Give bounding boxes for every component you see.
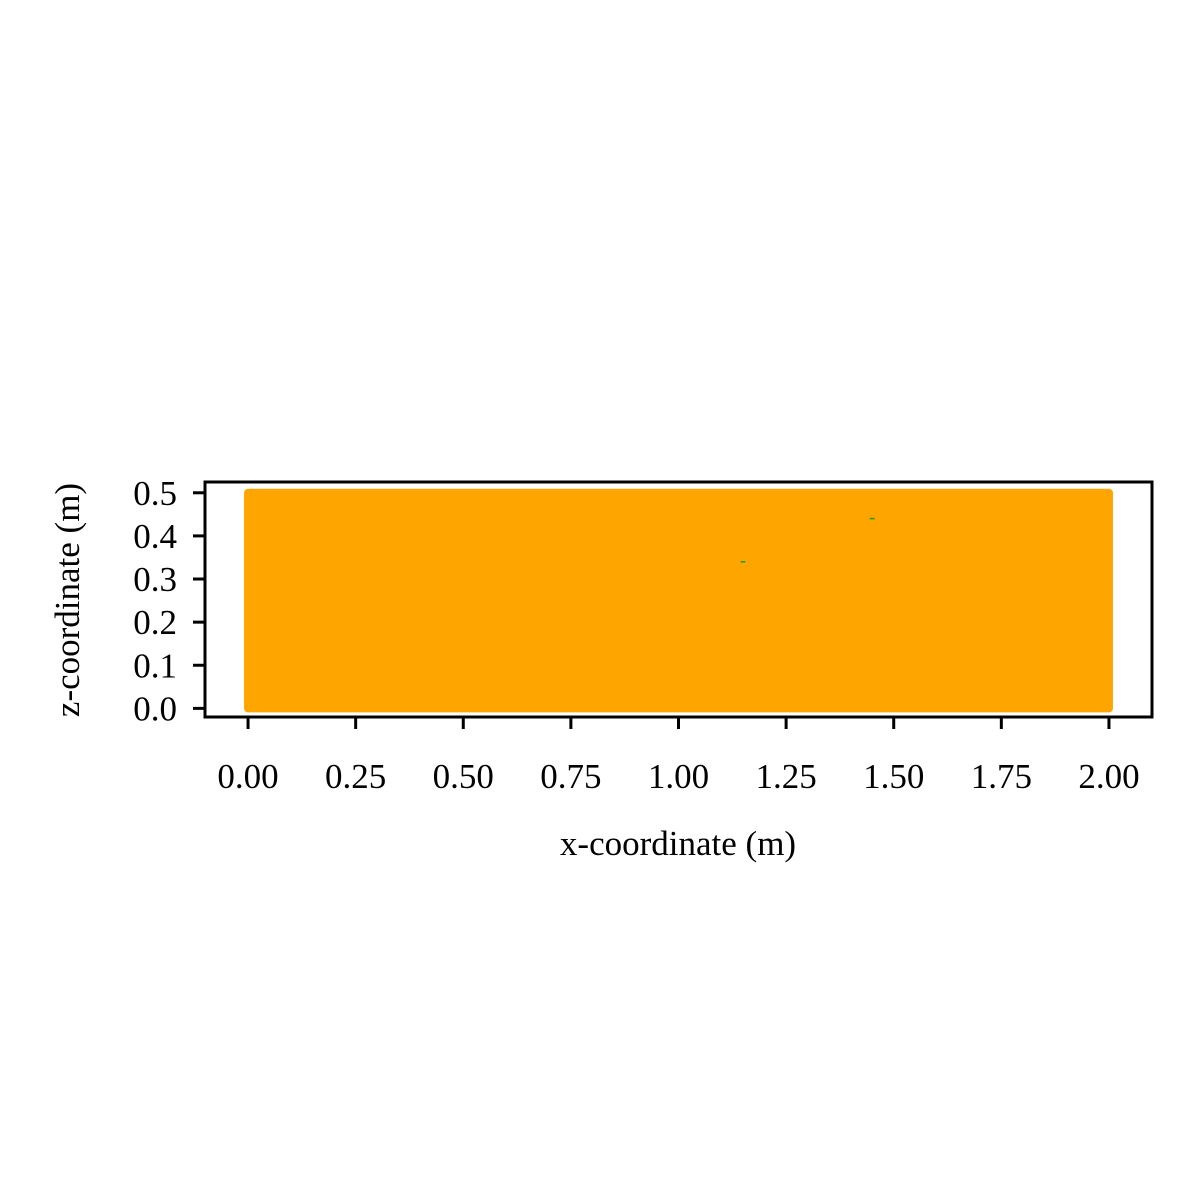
- particle-region: [244, 488, 1113, 713]
- x-tick-label: 0.75: [540, 757, 601, 796]
- x-tick-label: 1.25: [755, 757, 816, 796]
- x-tick-label: 0.50: [433, 757, 494, 796]
- y-tick-label: 0.1: [133, 646, 177, 685]
- y-tick-label: 0.4: [133, 517, 177, 556]
- y-tick-label: 0.3: [133, 560, 177, 599]
- x-tick-label: 0.00: [217, 757, 278, 796]
- x-tick-label: 2.00: [1078, 757, 1139, 796]
- x-tick-label: 1.75: [971, 757, 1032, 796]
- plot-area: [244, 488, 1113, 713]
- highlight-point-2: [869, 517, 875, 520]
- highlight-point-1: [740, 560, 746, 563]
- y-tick-label: 0.5: [133, 474, 177, 513]
- x-tick-label: 0.25: [325, 757, 386, 796]
- x-tick-label: 1.50: [863, 757, 924, 796]
- y-tick-label: 0.2: [133, 603, 177, 642]
- x-tick-label: 1.00: [648, 757, 709, 796]
- x-axis-ticks: 0.00 0.25 0.50 0.75 1.00 1.25 1.50 1.75 2.00: [217, 717, 1140, 796]
- y-axis-label: z-coordinate (m): [48, 483, 87, 717]
- y-axis-ticks: 0.0 0.1 0.2 0.3 0.4 0.5: [133, 474, 205, 728]
- x-axis-label: x-coordinate (m): [560, 824, 796, 863]
- y-tick-label: 0.0: [133, 689, 177, 728]
